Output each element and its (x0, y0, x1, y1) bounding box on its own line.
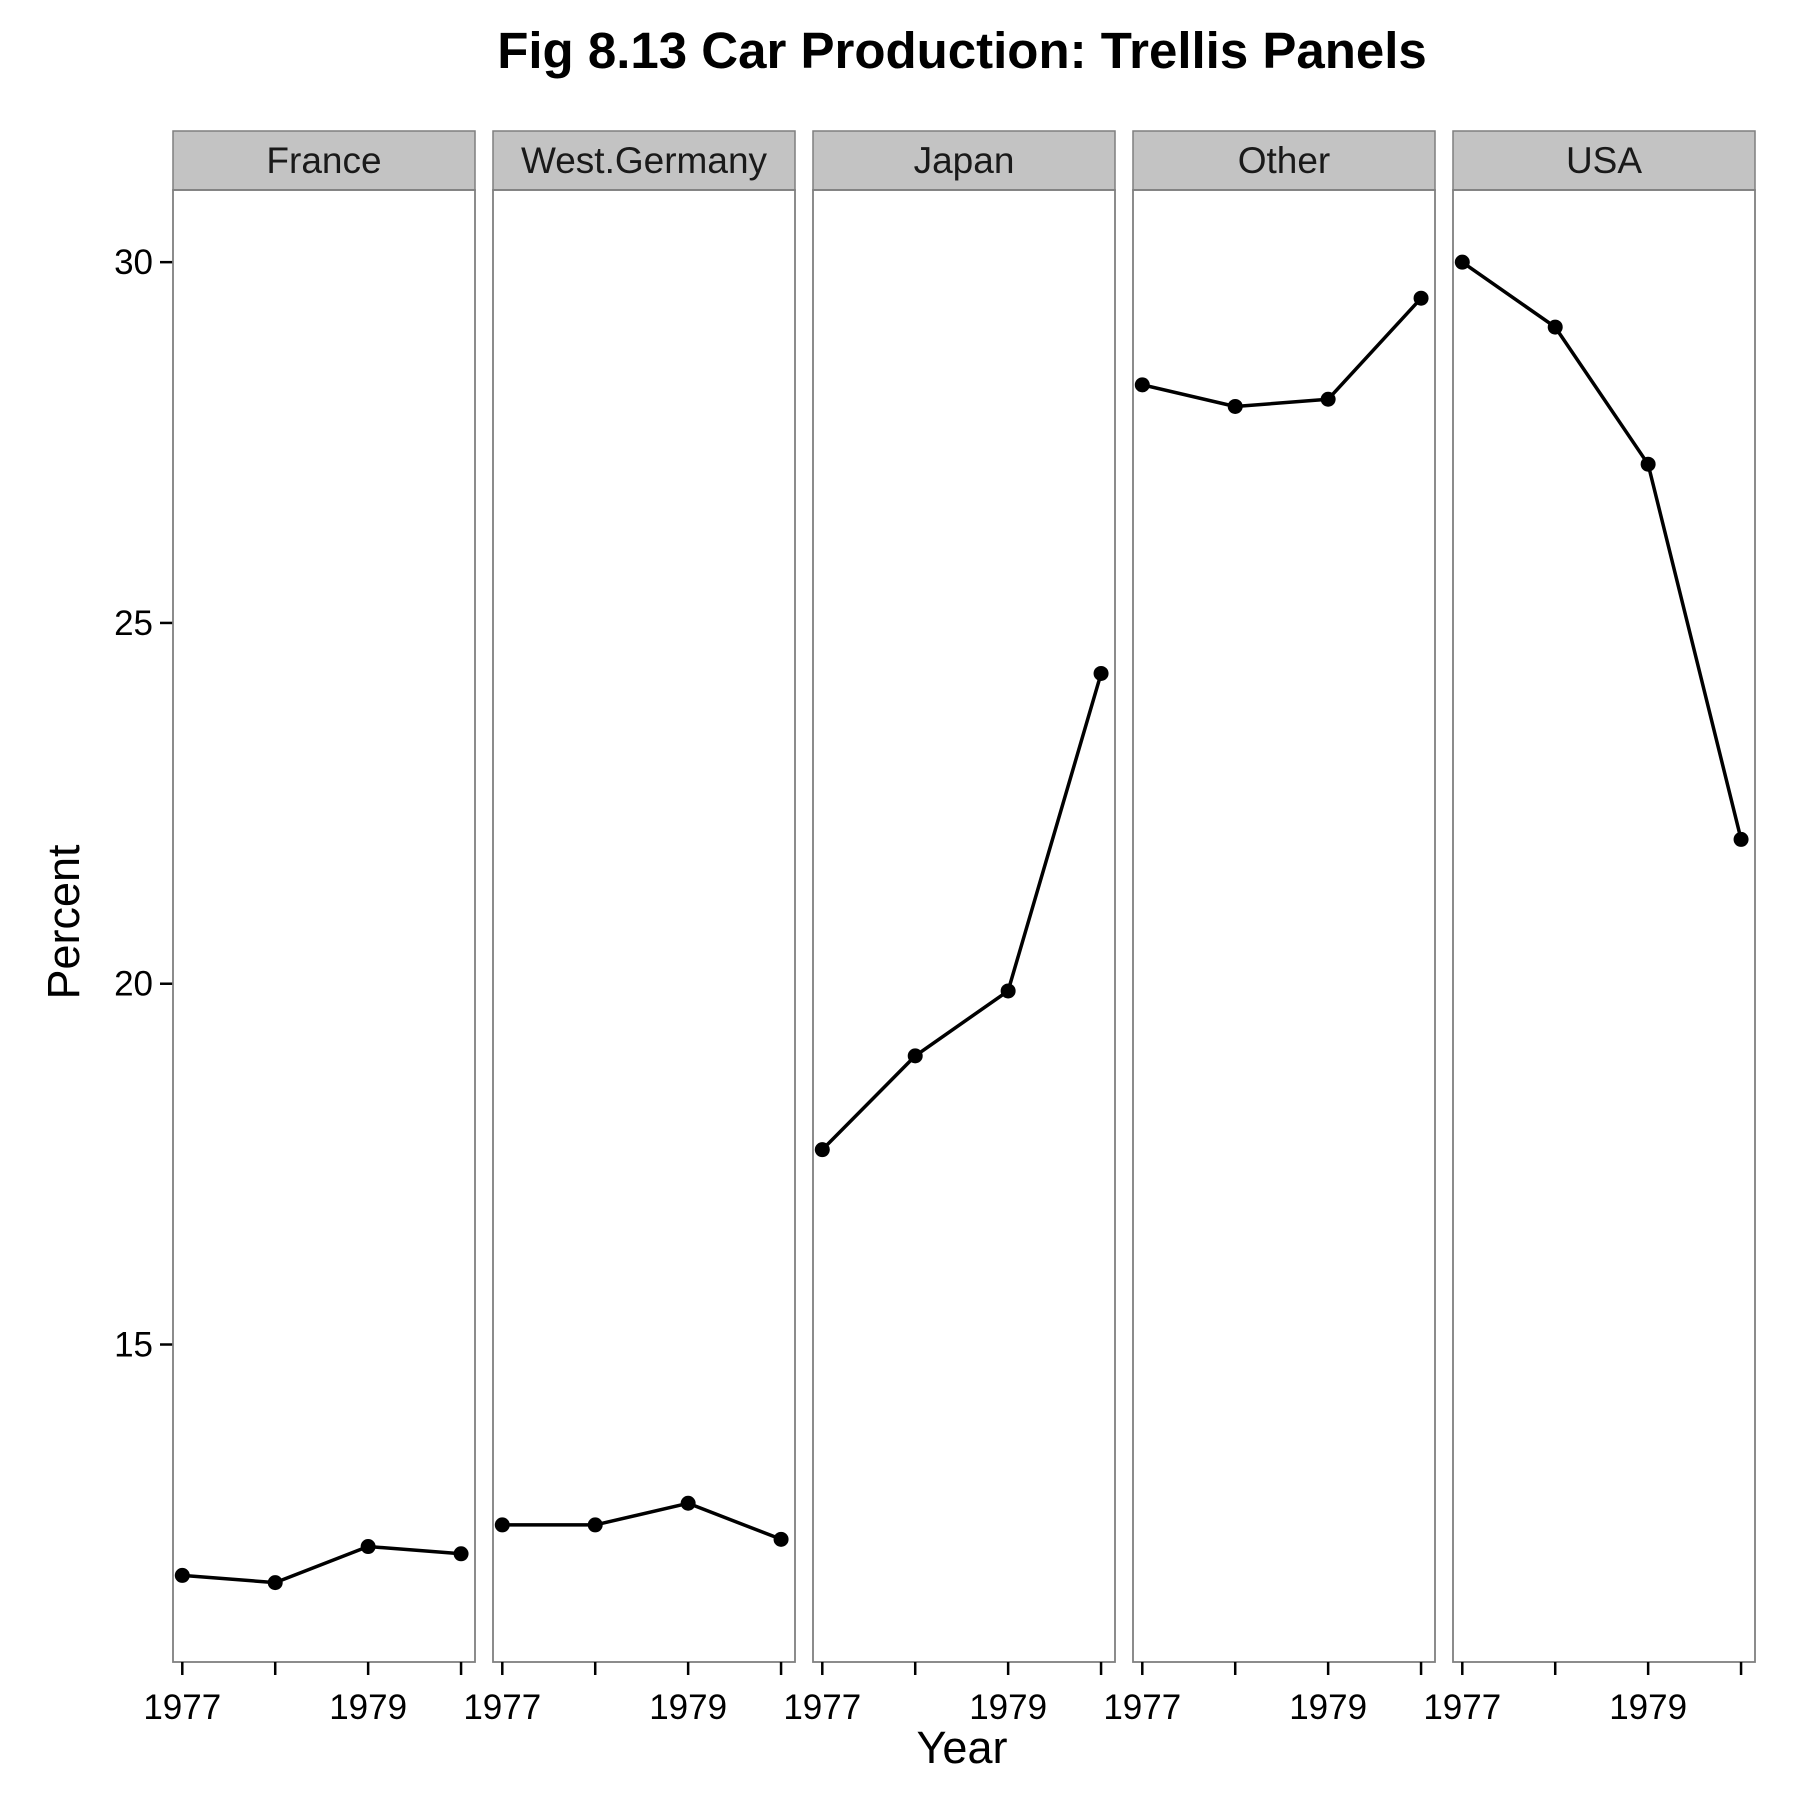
x-tick-label: 1979 (969, 1688, 1047, 1727)
facet-panel-border (812, 189, 1116, 1663)
facet-strip-label: France (266, 140, 381, 181)
facet-panel-japan: Japan 1977 1979 (783, 130, 1116, 1727)
data-point (773, 1531, 789, 1547)
facet-strip-label: Other (1238, 140, 1331, 181)
x-tick-label: 1979 (1289, 1688, 1367, 1727)
data-point (1093, 665, 1109, 681)
facet-panel-border (1132, 189, 1436, 1663)
chart-title: Fig 8.13 Car Production: Trellis Panels (497, 22, 1427, 79)
data-point (1547, 319, 1563, 335)
data-point (360, 1539, 376, 1555)
data-point (680, 1495, 696, 1511)
data-point (1000, 983, 1016, 999)
facet-panel-france: France 1977 1979 (143, 130, 476, 1727)
y-axis-title: Percent (38, 844, 89, 1000)
y-tick-label: 30 (114, 243, 153, 282)
facet-strip-label: Japan (914, 140, 1015, 181)
facet-strip (1452, 130, 1756, 191)
data-point (174, 1567, 190, 1583)
x-tick-label: 1977 (463, 1688, 541, 1727)
facet-panel-border (172, 189, 476, 1663)
y-tick-label: 20 (114, 965, 153, 1004)
y-tick-label: 15 (114, 1326, 153, 1365)
data-point (1413, 290, 1429, 306)
facet-panel-border (492, 189, 796, 1663)
data-point (494, 1517, 510, 1533)
data-point (1640, 456, 1656, 472)
data-point (1320, 391, 1336, 407)
series-line (182, 1544, 462, 1585)
facet-panel-border (1452, 189, 1756, 1663)
x-tick-label: 1979 (649, 1688, 727, 1727)
facet-strip (1132, 130, 1436, 191)
series-line (502, 1501, 782, 1541)
facet-panel-usa: USA 1977 1979 (1423, 130, 1756, 1727)
data-point (453, 1546, 469, 1562)
x-tick-label: 1977 (783, 1688, 861, 1727)
data-point (1454, 254, 1470, 270)
facet-panel-other: Other 1977 1979 (1103, 130, 1436, 1727)
facet-strip-label: USA (1566, 140, 1642, 181)
data-point (1733, 831, 1749, 847)
data-point (1227, 398, 1243, 414)
x-tick-label: 1979 (329, 1688, 407, 1727)
x-tick-label: 1977 (1423, 1688, 1501, 1727)
y-axis: 15 20 25 30 (114, 243, 173, 1365)
data-point (1134, 377, 1150, 393)
panels-layer: 15 20 25 30 France 1977 1979 West.Germany 1977 19… (114, 130, 1756, 1727)
x-tick-label: 1977 (143, 1688, 221, 1727)
facet-strip (492, 130, 796, 191)
data-point (814, 1142, 830, 1158)
facet-strip (812, 130, 1116, 191)
series-line (1141, 297, 1423, 409)
facet-strip-label: West.Germany (521, 140, 768, 181)
facet-strip (172, 130, 476, 191)
x-tick-label: 1979 (1609, 1688, 1687, 1727)
data-point (907, 1048, 923, 1064)
x-tick-label: 1977 (1103, 1688, 1181, 1727)
data-point (587, 1517, 603, 1533)
x-axis-title: Year (917, 1722, 1008, 1773)
series-line (821, 673, 1103, 1151)
data-point (267, 1575, 283, 1591)
facet-panel-west-germany: West.Germany 1977 1979 (463, 130, 796, 1727)
y-tick-label: 25 (114, 604, 153, 643)
series-line (1461, 260, 1743, 840)
